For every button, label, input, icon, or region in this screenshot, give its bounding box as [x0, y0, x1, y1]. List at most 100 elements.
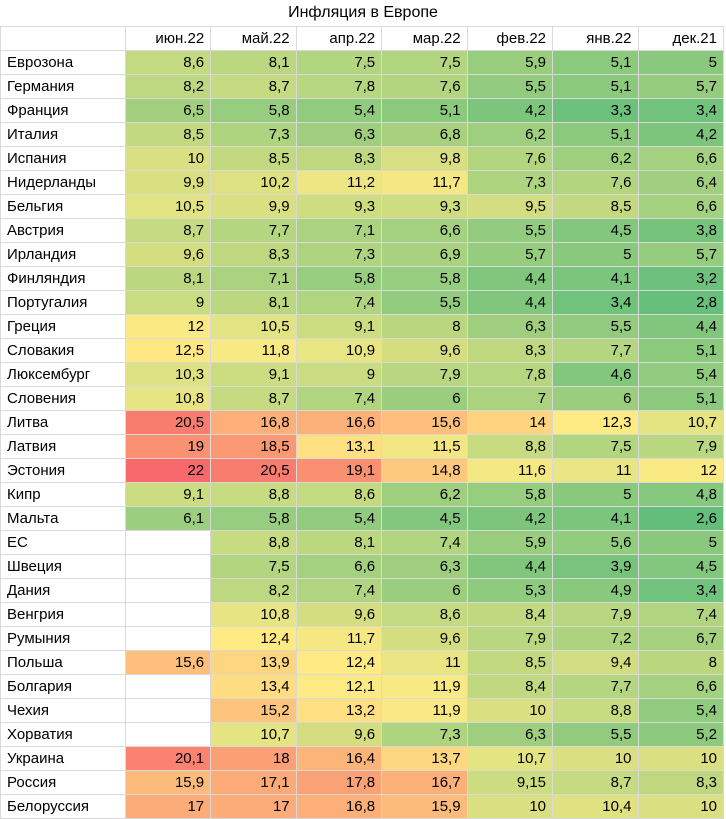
value-cell[interactable]: 8,7	[552, 770, 639, 795]
value-cell[interactable]: 12,3	[552, 410, 639, 435]
value-cell[interactable]: 7,3	[381, 722, 468, 747]
value-cell[interactable]: 13,2	[295, 698, 383, 723]
value-cell[interactable]: 9,15	[466, 770, 554, 795]
value-cell[interactable]: 8,7	[124, 218, 212, 243]
value-cell[interactable]: 9,6	[381, 338, 468, 363]
value-cell[interactable]: 17,1	[210, 770, 297, 795]
column-header[interactable]: июн.22	[124, 26, 212, 51]
value-cell[interactable]: 3,4	[637, 98, 724, 123]
value-cell[interactable]: 5	[637, 50, 724, 75]
country-label[interactable]: Испания	[0, 146, 126, 171]
value-cell[interactable]: 5,2	[637, 722, 724, 747]
value-cell[interactable]: 6,1	[124, 506, 212, 531]
country-label[interactable]: Швеция	[0, 554, 126, 579]
value-cell[interactable]: 8,2	[124, 74, 212, 99]
value-cell[interactable]: 12	[124, 314, 212, 339]
value-cell[interactable]: 13,9	[210, 650, 297, 675]
value-cell[interactable]: 9,1	[210, 362, 297, 387]
column-header[interactable]: дек.21	[637, 26, 724, 51]
value-cell[interactable]: 7,3	[466, 170, 554, 195]
value-cell[interactable]: 16,8	[210, 410, 297, 435]
value-cell[interactable]: 10,8	[210, 602, 297, 627]
value-cell[interactable]: 6,3	[466, 314, 554, 339]
value-cell[interactable]: 7,5	[210, 554, 297, 579]
value-cell[interactable]	[124, 674, 212, 699]
value-cell[interactable]	[124, 554, 212, 579]
value-cell[interactable]: 13,1	[295, 434, 383, 459]
value-cell[interactable]: 4,5	[637, 554, 724, 579]
value-cell[interactable]: 4,5	[381, 506, 468, 531]
value-cell[interactable]: 8,5	[124, 122, 212, 147]
value-cell[interactable]: 9,8	[381, 146, 468, 171]
value-cell[interactable]: 4,9	[552, 578, 639, 603]
country-label[interactable]: Люксембург	[0, 362, 126, 387]
value-cell[interactable]: 6	[552, 386, 639, 411]
value-cell[interactable]: 12,4	[210, 626, 297, 651]
value-cell[interactable]: 6	[381, 386, 468, 411]
value-cell[interactable]: 5,1	[637, 386, 724, 411]
value-cell[interactable]: 9,4	[552, 650, 639, 675]
value-cell[interactable]: 5,4	[637, 698, 724, 723]
value-cell[interactable]: 5,8	[381, 266, 468, 291]
value-cell[interactable]: 6,6	[637, 674, 724, 699]
value-cell[interactable]: 7,7	[552, 674, 639, 699]
country-label[interactable]: Эстония	[0, 458, 126, 483]
value-cell[interactable]: 9	[124, 290, 212, 315]
value-cell[interactable]: 4,4	[466, 266, 554, 291]
value-cell[interactable]: 14	[466, 410, 554, 435]
value-cell[interactable]: 8,3	[210, 242, 297, 267]
value-cell[interactable]: 7,5	[295, 50, 383, 75]
value-cell[interactable]: 7,9	[552, 602, 639, 627]
value-cell[interactable]: 5,4	[295, 506, 383, 531]
value-cell[interactable]: 11,7	[381, 170, 468, 195]
value-cell[interactable]: 8,5	[552, 194, 639, 219]
country-label[interactable]: Латвия	[0, 434, 126, 459]
value-cell[interactable]: 6,5	[124, 98, 212, 123]
value-cell[interactable]: 6,3	[466, 722, 554, 747]
value-cell[interactable]: 3,8	[637, 218, 724, 243]
value-cell[interactable]: 6,3	[295, 122, 383, 147]
value-cell[interactable]: 10,4	[552, 794, 639, 819]
value-cell[interactable]: 16,6	[295, 410, 383, 435]
value-cell[interactable]: 9,1	[295, 314, 383, 339]
value-cell[interactable]: 8,1	[210, 50, 297, 75]
value-cell[interactable]: 7,6	[466, 146, 554, 171]
value-cell[interactable]: 11	[552, 458, 639, 483]
value-cell[interactable]: 5,1	[552, 74, 639, 99]
value-cell[interactable]: 7,8	[295, 74, 383, 99]
value-cell[interactable]: 16,7	[381, 770, 468, 795]
value-cell[interactable]: 3,2	[637, 266, 724, 291]
value-cell[interactable]: 6,6	[381, 218, 468, 243]
value-cell[interactable]: 10	[124, 146, 212, 171]
value-cell[interactable]: 6,4	[637, 170, 724, 195]
value-cell[interactable]: 8,4	[466, 674, 554, 699]
value-cell[interactable]: 7,7	[210, 218, 297, 243]
column-header[interactable]: фев.22	[466, 26, 554, 51]
value-cell[interactable]: 3,3	[552, 98, 639, 123]
value-cell[interactable]: 11	[381, 650, 468, 675]
value-cell[interactable]: 10,2	[210, 170, 297, 195]
value-cell[interactable]: 19	[124, 434, 212, 459]
value-cell[interactable]: 5,5	[466, 74, 554, 99]
value-cell[interactable]: 8,5	[466, 650, 554, 675]
country-label[interactable]: Литва	[0, 410, 126, 435]
value-cell[interactable]: 4,5	[552, 218, 639, 243]
value-cell[interactable]: 11,9	[381, 674, 468, 699]
country-label[interactable]: Ирландия	[0, 242, 126, 267]
value-cell[interactable]: 8,2	[210, 578, 297, 603]
value-cell[interactable]: 6,2	[381, 482, 468, 507]
value-cell[interactable]: 5,7	[637, 74, 724, 99]
value-cell[interactable]: 4,1	[552, 506, 639, 531]
value-cell[interactable]: 4,4	[466, 554, 554, 579]
value-cell[interactable]: 9,9	[124, 170, 212, 195]
country-label[interactable]: Мальта	[0, 506, 126, 531]
value-cell[interactable]: 8,8	[466, 434, 554, 459]
value-cell[interactable]: 6,7	[637, 626, 724, 651]
country-label[interactable]: Еврозона	[0, 50, 126, 75]
value-cell[interactable]: 6,2	[552, 146, 639, 171]
value-cell[interactable]: 10,7	[637, 410, 724, 435]
value-cell[interactable]: 7,4	[295, 578, 383, 603]
value-cell[interactable]: 8,8	[552, 698, 639, 723]
value-cell[interactable]	[124, 698, 212, 723]
value-cell[interactable]: 9,1	[124, 482, 212, 507]
